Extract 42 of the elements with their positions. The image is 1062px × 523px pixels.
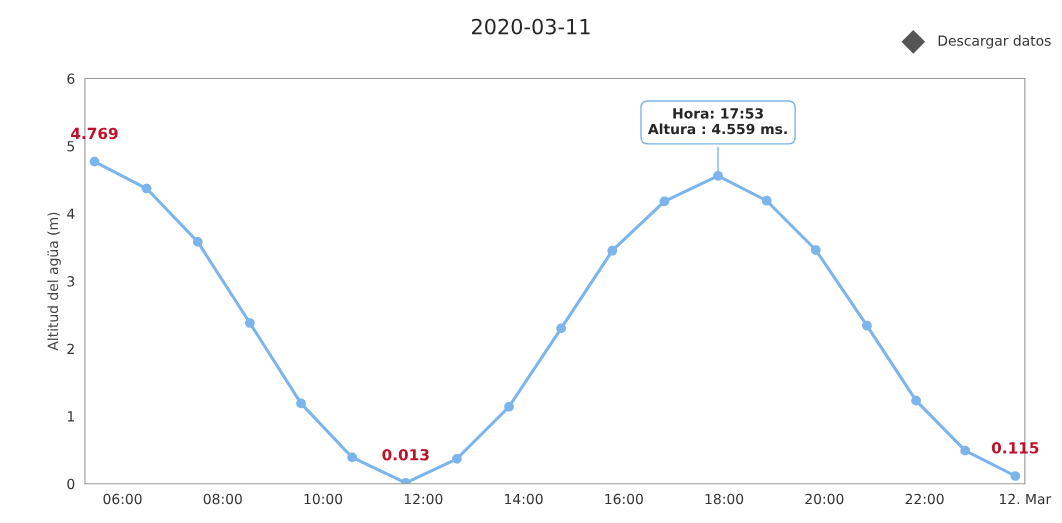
y-tick-label: 4 (67, 208, 75, 219)
chart-title: 2020-03-11 (471, 18, 590, 35)
point (862, 320, 872, 331)
point (192, 237, 203, 247)
x-tick-label: 20:00 (805, 493, 844, 505)
point (452, 453, 462, 464)
data-label: 0.115 (991, 442, 1039, 454)
x-tick-label: 12. Mar (1000, 493, 1052, 505)
y-tick-label: 0 (67, 478, 75, 490)
y-tick-label: 2 (67, 343, 74, 354)
point (911, 395, 921, 406)
x-tick-label: 16:00 (605, 493, 643, 505)
x-tick-label: 08:00 (203, 493, 242, 505)
data-label: 4.769 (71, 127, 118, 140)
y-tick-label: 5 (67, 141, 75, 152)
point (245, 318, 255, 328)
x-tick-label: 14:00 (505, 493, 543, 505)
point (607, 245, 618, 256)
point (713, 170, 723, 181)
x-tick-label: 06:00 (103, 493, 142, 505)
point (504, 401, 514, 412)
text: Descargar datos (938, 35, 1051, 49)
y-tick-label: 3 (67, 276, 75, 287)
point (296, 398, 306, 409)
y-axis-title: Altitud del agüa (m) (47, 212, 61, 351)
x-tick-label: 10:00 (304, 493, 343, 505)
point (659, 196, 670, 207)
point (960, 445, 971, 456)
y-tick-label: 1 (67, 411, 74, 422)
point (810, 245, 821, 255)
x-tick-label: 18:00 (705, 493, 744, 505)
point (89, 156, 100, 167)
annotation: Hora: 17:53 Altura : 4.559 ms. (647, 108, 787, 135)
point (761, 195, 772, 206)
x-tick-label: 12:00 (404, 493, 443, 505)
point (347, 452, 357, 463)
point (1010, 471, 1021, 481)
point (141, 183, 152, 194)
x-tick-label: 22:00 (905, 493, 944, 505)
data-label: 0.013 (382, 448, 429, 461)
point (556, 323, 567, 334)
y-tick-label: 6 (67, 73, 75, 84)
